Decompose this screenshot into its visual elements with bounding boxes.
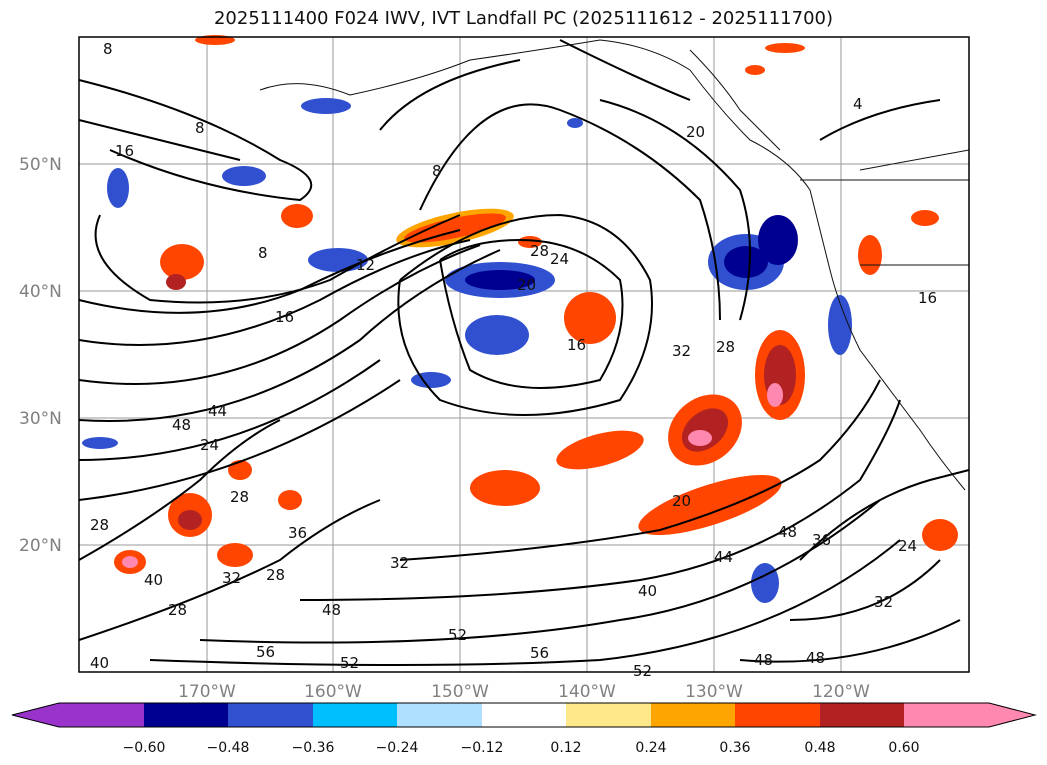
- contour-labels: 8 16 8 8 8 12 16 20 24 28 16 28 32 4 20 …: [90, 40, 937, 680]
- colorbar-tick-label: −0.24: [376, 740, 419, 756]
- contour-label: 28: [90, 516, 109, 534]
- contour-label: 16: [918, 289, 937, 307]
- coastlines: [259, 39, 970, 491]
- contour-label: 20: [686, 123, 705, 141]
- latitude-labels: 50°N 40°N 30°N 20°N: [19, 155, 62, 556]
- colorbar-tick-label: −0.60: [123, 740, 166, 756]
- contour-label: 8: [103, 40, 113, 58]
- colorbar-segment: [651, 703, 735, 727]
- contour-label: 12: [356, 256, 375, 274]
- contour-label: 52: [448, 626, 467, 644]
- iwv-contours: [78, 39, 970, 666]
- lat-label-50n: 50°N: [19, 155, 62, 175]
- contour-label: 32: [222, 569, 241, 587]
- colorbar-segment: [59, 703, 144, 727]
- lat-label-20n: 20°N: [19, 536, 62, 556]
- contour-label: 32: [390, 554, 409, 572]
- contour-label: 48: [778, 523, 797, 541]
- colorbar-extend-high: [989, 703, 1035, 727]
- contour-label: 40: [144, 571, 163, 589]
- contour-label: 52: [340, 654, 359, 672]
- colorbar-segment: [144, 703, 228, 727]
- colorbar-segment: [566, 703, 651, 727]
- colorbar-segment: [820, 703, 904, 727]
- lon-label-160w: 160°W: [304, 682, 362, 702]
- contour-label: 20: [517, 276, 536, 294]
- contour-label: 28: [530, 242, 549, 260]
- contour-label: 28: [230, 488, 249, 506]
- contour-label: 16: [115, 142, 134, 160]
- longitude-labels: 170°W 160°W 150°W 140°W 130°W 120°W: [178, 682, 870, 702]
- colorbar-segment: [397, 703, 482, 727]
- colorbar-outline: [11, 702, 1037, 728]
- lon-label-120w: 120°W: [812, 682, 870, 702]
- lon-label-150w: 150°W: [431, 682, 489, 702]
- contour-label: 4: [853, 95, 863, 113]
- colorbar-tick-label: −0.12: [461, 740, 504, 756]
- colorbar-extend-low: [12, 703, 59, 727]
- contour-label: 32: [672, 342, 691, 360]
- lon-label-170w: 170°W: [178, 682, 236, 702]
- colorbar-tick-label: 0.60: [888, 740, 919, 756]
- positive-pc-fields: [114, 35, 958, 574]
- contour-label: 16: [275, 308, 294, 326]
- map-area: [79, 37, 969, 672]
- map-title: 2025111400 F024 IWV, IVT Landfall PC (20…: [213, 8, 834, 29]
- colorbar-segment: [735, 703, 820, 727]
- contour-label: 48: [172, 416, 191, 434]
- contour-label: 24: [200, 436, 219, 454]
- colorbar-tick-label: 0.48: [804, 740, 835, 756]
- colorbar-tick-label: 0.36: [719, 740, 750, 756]
- contour-label: 56: [256, 643, 275, 661]
- contour-label: 8: [258, 244, 268, 262]
- lat-label-40n: 40°N: [19, 282, 62, 302]
- negative-pc-fields: [82, 98, 852, 603]
- contour-label: 40: [638, 582, 657, 600]
- contour-label: 40: [90, 654, 109, 672]
- colorbar-segment: [482, 703, 566, 727]
- contour-label: 36: [288, 524, 307, 542]
- contour-label: 20: [672, 492, 691, 510]
- colorbar-segment: [228, 703, 313, 727]
- contour-label: 44: [208, 402, 227, 420]
- lon-label-140w: 140°W: [558, 682, 616, 702]
- colorbar-segment: [313, 703, 397, 727]
- colorbar: −0.60 −0.48 −0.36 −0.24 −0.12 0.12 0.24 …: [11, 702, 1037, 756]
- contour-label: 32: [874, 593, 893, 611]
- contour-label: 44: [714, 548, 733, 566]
- contour-label: 52: [633, 662, 652, 680]
- lon-label-130w: 130°W: [685, 682, 743, 702]
- colorbar-segment: [904, 703, 989, 727]
- colorbar-tick-label: −0.36: [292, 740, 335, 756]
- map-frame: [78, 36, 970, 673]
- contour-label: 48: [322, 601, 341, 619]
- contour-label: 28: [716, 338, 735, 356]
- colorbar-tick-label: 0.12: [550, 740, 581, 756]
- contour-label: 8: [195, 119, 205, 137]
- contour-label: 8: [432, 162, 442, 180]
- colorbar-tick-label: −0.48: [207, 740, 250, 756]
- contour-label: 48: [806, 649, 825, 667]
- contour-label: 56: [530, 644, 549, 662]
- contour-label: 24: [550, 250, 569, 268]
- lat-label-30n: 30°N: [19, 409, 62, 429]
- contour-label: 16: [567, 336, 586, 354]
- contour-label: 28: [266, 566, 285, 584]
- contour-label: 48: [754, 651, 773, 669]
- colorbar-tick-label: 0.24: [635, 740, 666, 756]
- contour-label: 36: [812, 531, 831, 549]
- contour-label: 28: [168, 601, 187, 619]
- contour-label: 24: [898, 537, 917, 555]
